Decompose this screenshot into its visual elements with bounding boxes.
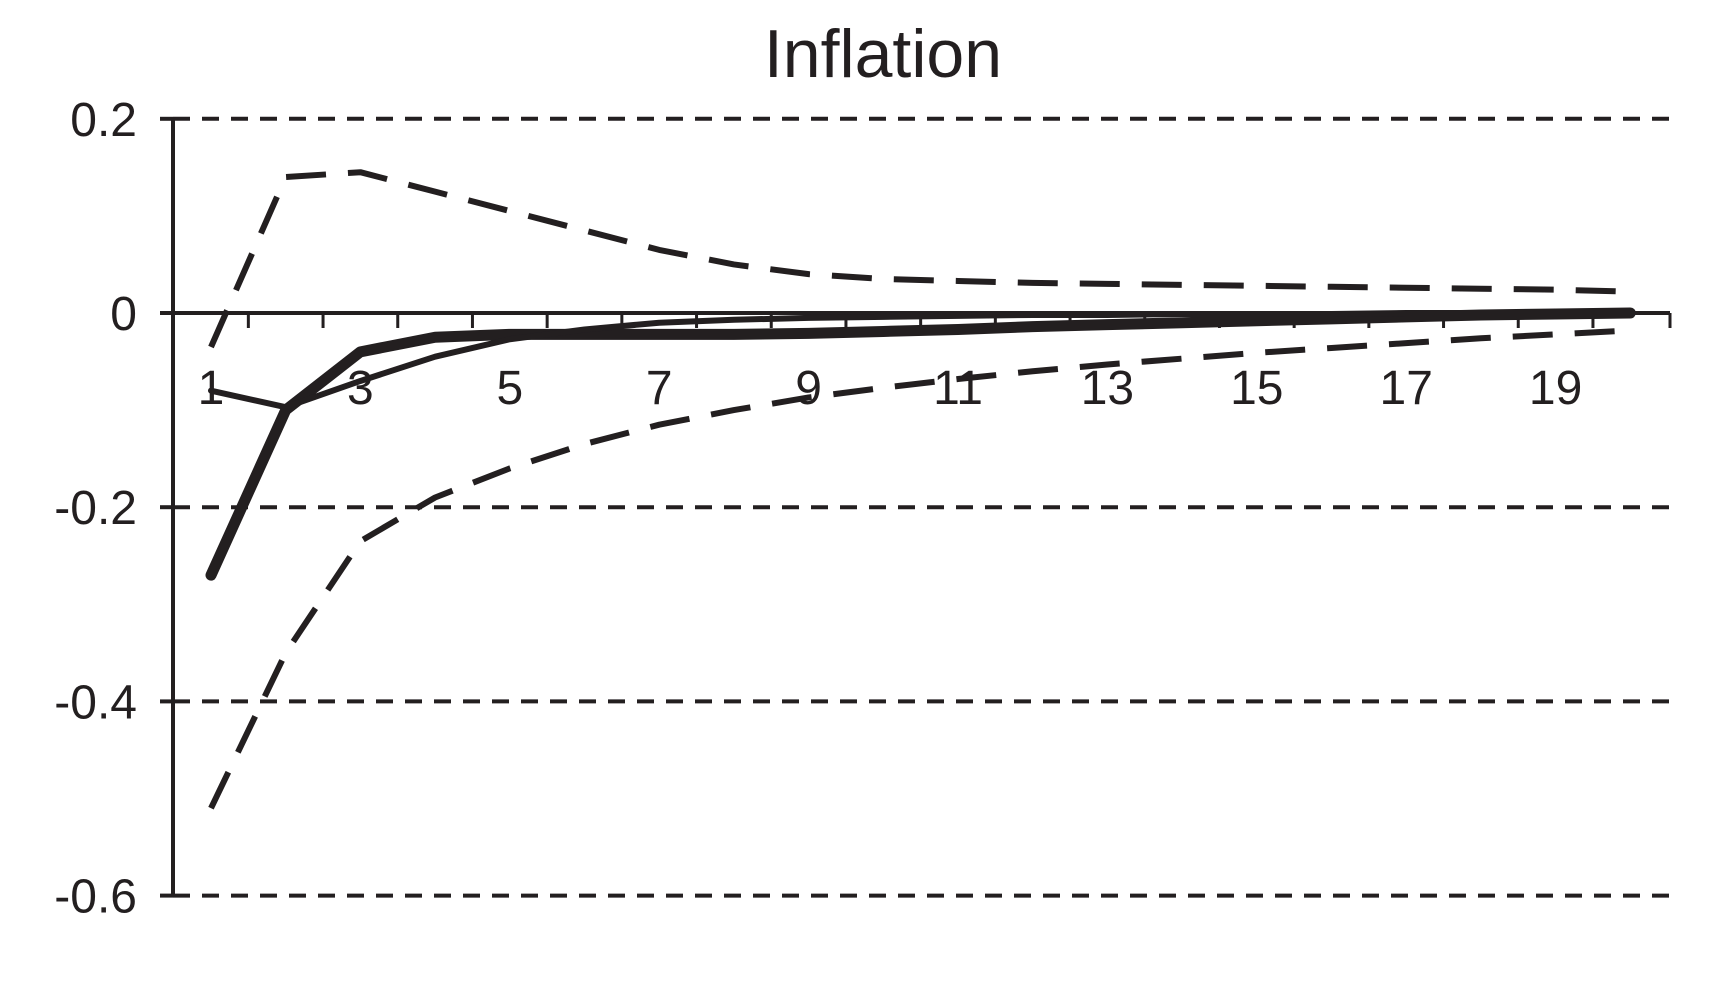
x-tick-label: 17 (1380, 362, 1433, 415)
x-tick-label: 11 (933, 362, 983, 415)
x-tick-label: 5 (496, 362, 523, 415)
tick-labels: 0.20-0.2-0.4-0.61 3 5 7 9 11 13 15 17 19 (54, 94, 1582, 924)
series-line-dashed-lower (208, 327, 1631, 810)
y-tick-label: 0 (110, 288, 137, 341)
y-tick-label: 0.2 (70, 94, 137, 147)
x-tick-label: 7 (646, 362, 673, 415)
x-tick-label: 9 (795, 362, 822, 415)
x-tick-label: 13 (1081, 362, 1134, 415)
x-tick-label: 3 (347, 362, 374, 415)
y-tick-label: -0.4 (54, 676, 137, 729)
y-tick-label: -0.2 (54, 482, 137, 535)
chart-title: Inflation (764, 16, 1002, 92)
series-line-dashed-upper (208, 169, 1631, 349)
x-tick-label: 19 (1529, 362, 1582, 415)
series-line-thin-solid (208, 310, 1634, 411)
y-tick-label: -0.6 (54, 871, 137, 924)
gridlines (173, 116, 1670, 898)
series-lines (205, 169, 1636, 810)
series-line-thick-solid (205, 307, 1636, 581)
x-tick-label: 15 (1230, 362, 1283, 415)
